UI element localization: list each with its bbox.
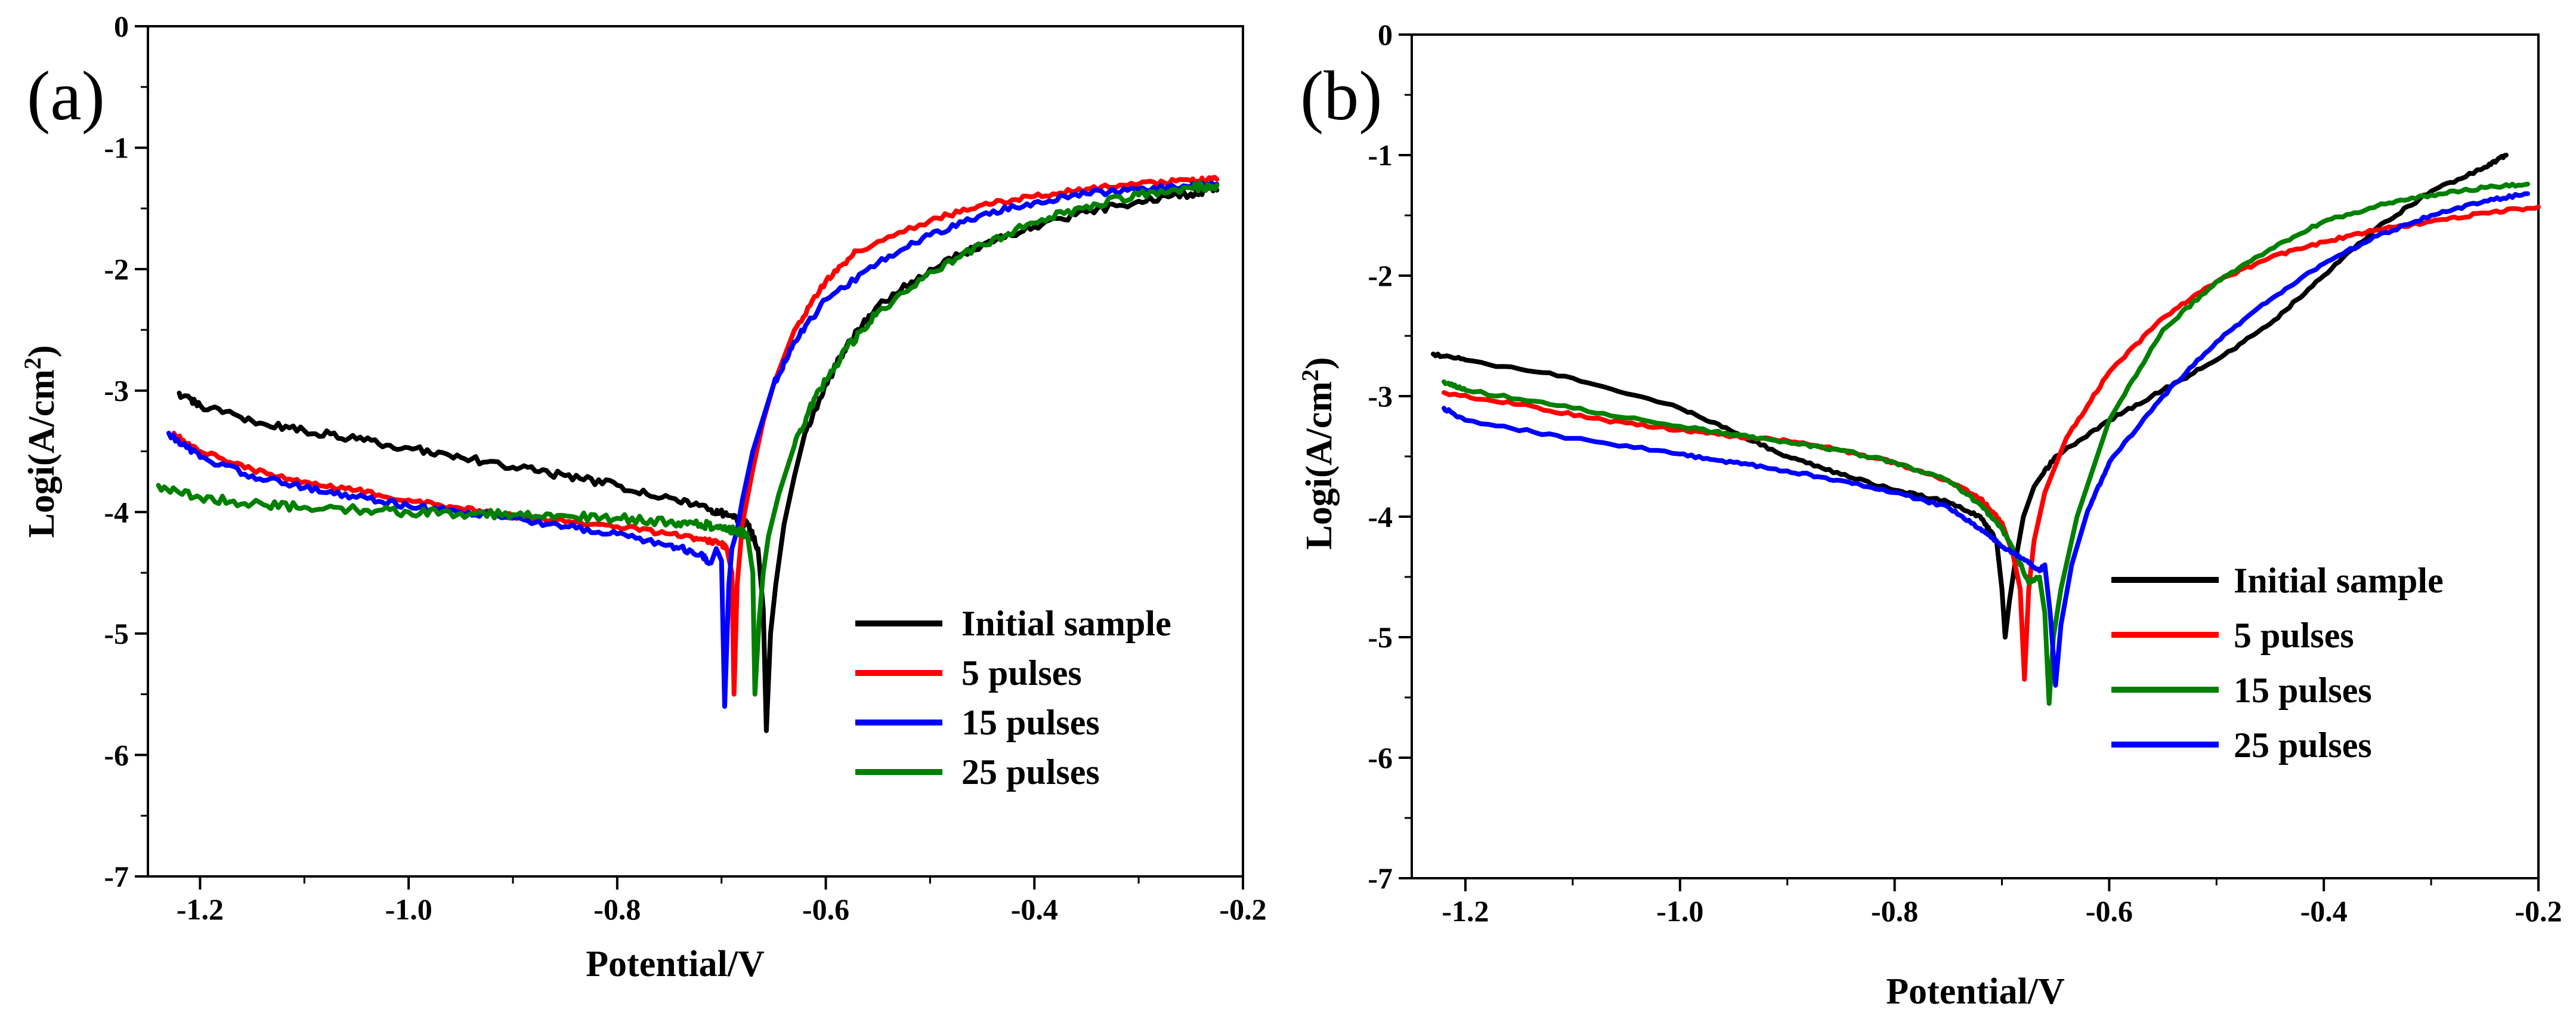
x-tick-label: -1.2 — [1442, 894, 1489, 928]
y-tick-label: -6 — [1368, 741, 1393, 774]
panel-a-y-axis-title: Logi(A/cm2) — [19, 345, 63, 538]
panel-a-plot-frame — [147, 25, 1244, 878]
x-tick-label: -0.4 — [2300, 894, 2348, 928]
x-tick-label: -0.8 — [593, 893, 641, 926]
panel-a-ticks: -1.2 -1.0 -0.8 -0.6 -0.4 -0.2 0 -1 -2 -3 -4 -5 -6 -7 — [104, 10, 1266, 926]
panel-b-ticks: -1.2 -1.0 -0.8 -0.6 -0.4 -0.2 0 -1 -2 -3 -4 -5 -6 -7 — [1368, 18, 2562, 928]
panel-a-chart: (a) -1.2 -1.0 -0.8 -0.6 -0.4 -0.20-1-2-3-4-5-… — [19, 10, 1267, 984]
legend-label: 25 pulses — [961, 752, 1100, 792]
legend-label: 5 pulses — [2234, 616, 2354, 655]
y-tick-label: -1 — [1368, 138, 1393, 172]
legend-label: 15 pulses — [961, 703, 1100, 742]
panel-b-series — [1431, 153, 2541, 706]
panel-a-series-line — [166, 180, 1220, 709]
panel-a-series — [156, 175, 1220, 733]
legend-label: Initial sample — [961, 604, 1171, 643]
y-tick-label: -5 — [104, 617, 129, 650]
x-tick-label: -1.0 — [1656, 894, 1703, 928]
legend-label: Initial sample — [2234, 561, 2444, 600]
y-tick-label: -1 — [104, 131, 129, 165]
x-tick-label: -0.2 — [1219, 893, 1266, 926]
panel-b-chart: (b) -1.2 -1.0 -0.8 -0.6 -0.4 -0.20-1-2-3-4-5-… — [1297, 18, 2562, 1012]
x-tick-label: -0.6 — [2086, 894, 2133, 928]
x-tick-label: -1.0 — [385, 893, 432, 926]
panel-a-label: (a) — [27, 57, 105, 135]
panel-a-series-line — [156, 180, 1220, 697]
y-tick-label: -6 — [104, 738, 129, 771]
y-tick-label: -7 — [104, 860, 129, 893]
x-tick-label: -0.6 — [802, 893, 849, 926]
y-tick-label: -2 — [1368, 259, 1393, 292]
panel-b-x-axis-title: Potential/V — [1886, 971, 2065, 1012]
panel-b-y-axis-title: Logi(A/cm2) — [1297, 357, 1340, 549]
panel-b-series-line — [1442, 204, 2541, 682]
legend-label: 15 pulses — [2234, 671, 2372, 710]
panel-a-series-line — [171, 175, 1220, 697]
y-tick-label: -4 — [1368, 500, 1393, 533]
panel-b-label: (b) — [1300, 57, 1383, 135]
panel-b-legend: Initial sample 5 pulses 15 pulses 25 pul… — [2111, 561, 2444, 765]
legend-label: 25 pulses — [2234, 725, 2372, 765]
y-tick-label: -3 — [104, 374, 129, 407]
y-tick-label: 0 — [114, 10, 129, 43]
x-tick-label: -0.8 — [1871, 894, 1918, 928]
y-tick-label: -3 — [1368, 379, 1393, 413]
panel-a-x-axis-title: Potential/V — [586, 944, 765, 984]
panel-a-legend: Initial sample 5 pulses 15 pulses 25 pul… — [855, 604, 1171, 792]
y-tick-label: -2 — [104, 252, 129, 286]
y-tick-label: -7 — [1368, 862, 1393, 895]
panel-a-series-line — [177, 184, 1220, 733]
y-tick-label: -4 — [104, 495, 129, 529]
y-tick-label: -5 — [1368, 620, 1393, 654]
x-tick-label: -1.2 — [177, 893, 224, 926]
x-tick-label: -0.2 — [2515, 894, 2562, 928]
legend-label: 5 pulses — [961, 653, 1082, 693]
x-tick-label: -0.4 — [1011, 893, 1058, 926]
panel-b-series-line — [1442, 191, 2530, 688]
y-tick-label: 0 — [1378, 18, 1393, 51]
